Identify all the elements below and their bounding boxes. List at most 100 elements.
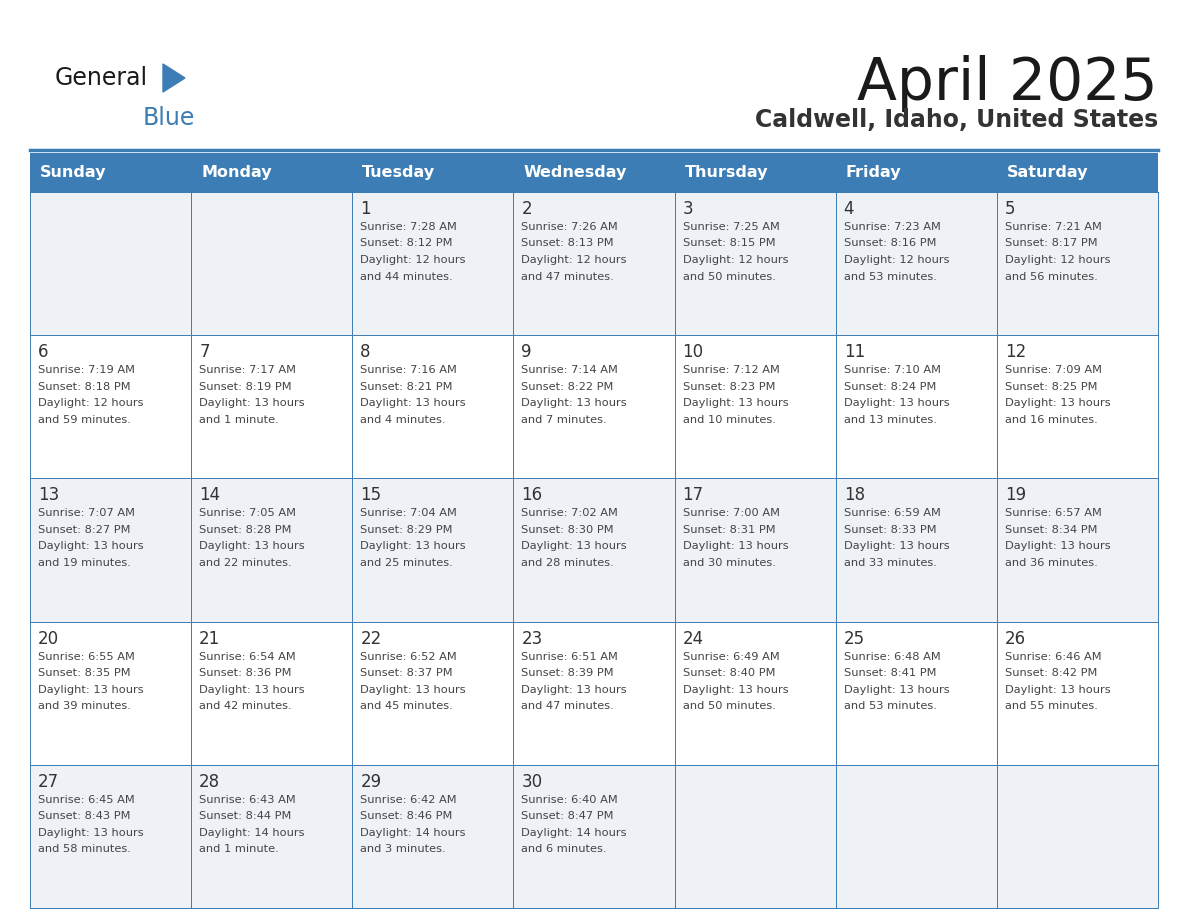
Bar	[30, 335, 191, 478]
Text: 15: 15	[360, 487, 381, 504]
Text: and 3 minutes.: and 3 minutes.	[360, 845, 446, 855]
Bar	[835, 621, 997, 765]
Text: Tuesday: Tuesday	[362, 165, 436, 180]
Text: Sunrise: 7:21 AM: Sunrise: 7:21 AM	[1005, 222, 1101, 232]
Text: Daylight: 12 hours: Daylight: 12 hours	[360, 255, 466, 265]
Text: Sunrise: 7:19 AM: Sunrise: 7:19 AM	[38, 365, 135, 375]
Text: and 4 minutes.: and 4 minutes.	[360, 415, 446, 425]
Text: 8: 8	[360, 343, 371, 361]
Text: Sunrise: 7:00 AM: Sunrise: 7:00 AM	[683, 509, 779, 519]
Text: Sunset: 8:21 PM: Sunset: 8:21 PM	[360, 382, 453, 392]
Text: Sunset: 8:42 PM: Sunset: 8:42 PM	[1005, 668, 1098, 678]
Text: Daylight: 13 hours: Daylight: 13 hours	[38, 685, 144, 695]
Text: and 33 minutes.: and 33 minutes.	[843, 558, 936, 568]
Text: Daylight: 13 hours: Daylight: 13 hours	[522, 685, 627, 695]
Bar	[513, 621, 675, 765]
Text: 20: 20	[38, 630, 59, 647]
Text: Sunrise: 7:26 AM: Sunrise: 7:26 AM	[522, 222, 618, 232]
Text: Sunrise: 6:51 AM: Sunrise: 6:51 AM	[522, 652, 618, 662]
Text: Daylight: 13 hours: Daylight: 13 hours	[843, 542, 949, 552]
Text: Sunset: 8:30 PM: Sunset: 8:30 PM	[522, 525, 614, 535]
Bar	[997, 192, 1158, 335]
Text: Sunset: 8:28 PM: Sunset: 8:28 PM	[200, 525, 291, 535]
Bar	[835, 153, 997, 192]
Text: Sunset: 8:40 PM: Sunset: 8:40 PM	[683, 668, 775, 678]
Text: Daylight: 13 hours: Daylight: 13 hours	[200, 542, 305, 552]
Text: and 16 minutes.: and 16 minutes.	[1005, 415, 1098, 425]
Text: Sunrise: 7:12 AM: Sunrise: 7:12 AM	[683, 365, 779, 375]
Text: Daylight: 13 hours: Daylight: 13 hours	[1005, 542, 1111, 552]
Text: Sunset: 8:39 PM: Sunset: 8:39 PM	[522, 668, 614, 678]
Bar	[353, 153, 513, 192]
Text: Sunrise: 7:04 AM: Sunrise: 7:04 AM	[360, 509, 457, 519]
Text: Sunset: 8:34 PM: Sunset: 8:34 PM	[1005, 525, 1098, 535]
Text: and 13 minutes.: and 13 minutes.	[843, 415, 936, 425]
Text: 13: 13	[38, 487, 59, 504]
Bar	[191, 765, 353, 908]
Text: and 22 minutes.: and 22 minutes.	[200, 558, 292, 568]
Text: Sunrise: 6:49 AM: Sunrise: 6:49 AM	[683, 652, 779, 662]
Text: Daylight: 14 hours: Daylight: 14 hours	[200, 828, 304, 838]
Bar	[191, 621, 353, 765]
Text: and 39 minutes.: and 39 minutes.	[38, 701, 131, 711]
Text: and 44 minutes.: and 44 minutes.	[360, 272, 453, 282]
Text: Sunday: Sunday	[40, 165, 107, 180]
Text: Sunset: 8:18 PM: Sunset: 8:18 PM	[38, 382, 131, 392]
Bar	[191, 153, 353, 192]
Bar	[191, 192, 353, 335]
Text: Sunset: 8:24 PM: Sunset: 8:24 PM	[843, 382, 936, 392]
Text: General: General	[55, 66, 148, 90]
Bar	[353, 335, 513, 478]
Text: Daylight: 12 hours: Daylight: 12 hours	[522, 255, 627, 265]
Bar	[353, 478, 513, 621]
Text: and 6 minutes.: and 6 minutes.	[522, 845, 607, 855]
Bar	[997, 478, 1158, 621]
Text: Daylight: 14 hours: Daylight: 14 hours	[360, 828, 466, 838]
Text: Sunrise: 6:46 AM: Sunrise: 6:46 AM	[1005, 652, 1101, 662]
Text: Sunrise: 7:14 AM: Sunrise: 7:14 AM	[522, 365, 618, 375]
Bar	[675, 153, 835, 192]
Text: Daylight: 13 hours: Daylight: 13 hours	[522, 398, 627, 409]
Text: Sunset: 8:47 PM: Sunset: 8:47 PM	[522, 812, 614, 822]
Text: 14: 14	[200, 487, 220, 504]
Text: and 56 minutes.: and 56 minutes.	[1005, 272, 1098, 282]
Text: Sunset: 8:16 PM: Sunset: 8:16 PM	[843, 239, 936, 249]
Text: Sunrise: 6:40 AM: Sunrise: 6:40 AM	[522, 795, 618, 805]
Text: Sunset: 8:44 PM: Sunset: 8:44 PM	[200, 812, 291, 822]
Text: 27: 27	[38, 773, 59, 790]
Text: and 50 minutes.: and 50 minutes.	[683, 701, 776, 711]
Text: Sunrise: 7:09 AM: Sunrise: 7:09 AM	[1005, 365, 1101, 375]
Text: 4: 4	[843, 200, 854, 218]
Text: and 36 minutes.: and 36 minutes.	[1005, 558, 1098, 568]
Text: Daylight: 13 hours: Daylight: 13 hours	[200, 685, 305, 695]
Text: Thursday: Thursday	[684, 165, 769, 180]
Bar	[30, 478, 191, 621]
Text: Sunrise: 6:42 AM: Sunrise: 6:42 AM	[360, 795, 457, 805]
Text: 30: 30	[522, 773, 543, 790]
Text: and 53 minutes.: and 53 minutes.	[843, 272, 936, 282]
Text: 1: 1	[360, 200, 371, 218]
Text: Daylight: 12 hours: Daylight: 12 hours	[843, 255, 949, 265]
Text: 21: 21	[200, 630, 221, 647]
Text: 10: 10	[683, 343, 703, 361]
Polygon shape	[163, 64, 185, 92]
Text: Sunset: 8:33 PM: Sunset: 8:33 PM	[843, 525, 936, 535]
Text: 2: 2	[522, 200, 532, 218]
Text: Sunrise: 6:52 AM: Sunrise: 6:52 AM	[360, 652, 457, 662]
Text: Daylight: 13 hours: Daylight: 13 hours	[843, 685, 949, 695]
Text: and 30 minutes.: and 30 minutes.	[683, 558, 776, 568]
Text: Daylight: 13 hours: Daylight: 13 hours	[683, 685, 788, 695]
Text: Sunrise: 6:57 AM: Sunrise: 6:57 AM	[1005, 509, 1101, 519]
Bar	[997, 765, 1158, 908]
Text: and 19 minutes.: and 19 minutes.	[38, 558, 131, 568]
Bar	[353, 192, 513, 335]
Text: Daylight: 13 hours: Daylight: 13 hours	[38, 828, 144, 838]
Text: Daylight: 13 hours: Daylight: 13 hours	[200, 398, 305, 409]
Text: Daylight: 14 hours: Daylight: 14 hours	[522, 828, 627, 838]
Text: Daylight: 13 hours: Daylight: 13 hours	[360, 685, 466, 695]
Text: Caldwell, Idaho, United States: Caldwell, Idaho, United States	[754, 108, 1158, 132]
Bar	[191, 478, 353, 621]
Text: 17: 17	[683, 487, 703, 504]
Text: Wednesday: Wednesday	[524, 165, 627, 180]
Text: Sunset: 8:43 PM: Sunset: 8:43 PM	[38, 812, 131, 822]
